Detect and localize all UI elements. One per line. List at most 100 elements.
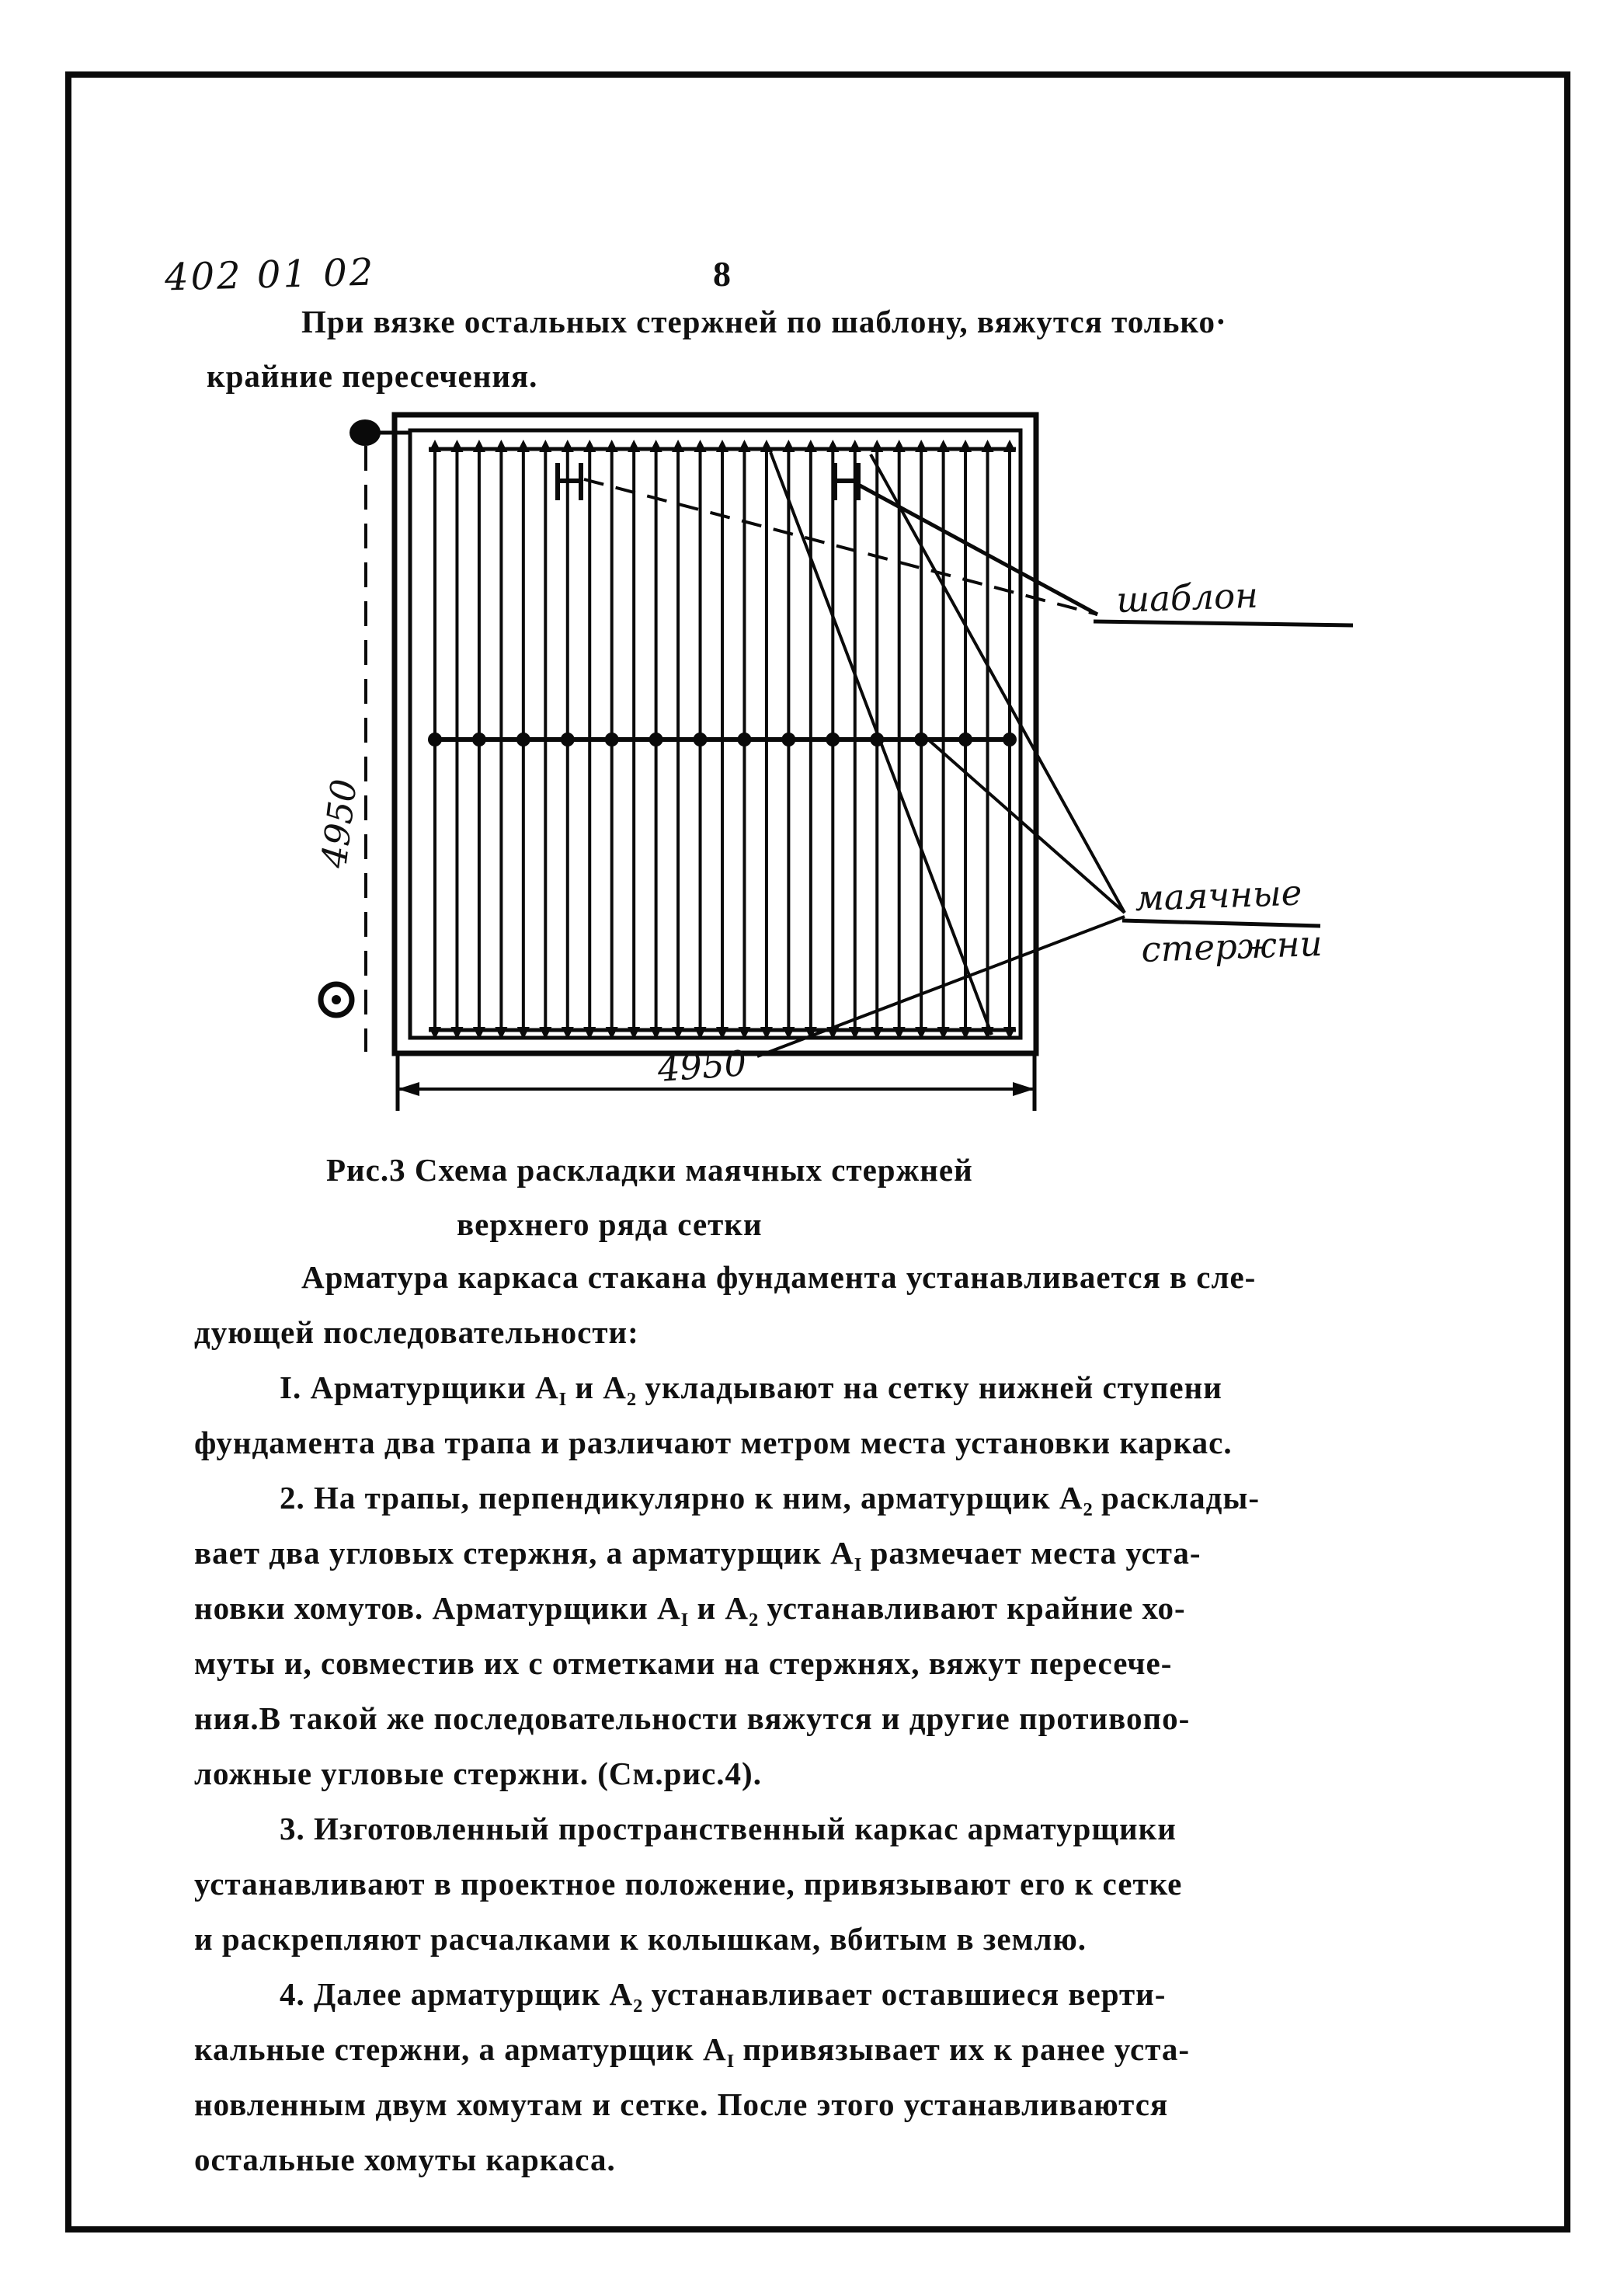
body-line: I. Арматурщики АI и А2 укладывают на сет… — [280, 1369, 1222, 1411]
template-leader-solid — [858, 483, 1099, 617]
mesh-frame-outer — [391, 412, 1039, 1056]
beacon-leader-steep — [869, 454, 1126, 914]
template-label: шаблон — [1116, 575, 1259, 621]
rebar-bars — [428, 440, 1017, 1039]
bar-bottom-arrow — [738, 1027, 751, 1039]
dimension-vertical-value: 4950 — [313, 777, 365, 871]
beacon-label-underline — [1121, 918, 1321, 928]
beacon-leader-low — [756, 915, 1125, 1058]
bar-top-arrow — [628, 440, 641, 452]
bar-bottom-arrow — [782, 1027, 795, 1039]
body-line: вает два угловых стержня, а арматурщик А… — [194, 1535, 1201, 1576]
bar-top-arrow — [738, 440, 751, 452]
body-line: дующей последовательности: — [194, 1314, 639, 1350]
bar-top-arrow — [915, 440, 928, 452]
dimension-arrow-left — [398, 1082, 419, 1096]
diagonal-bar-line — [769, 451, 993, 1035]
beacon-tie-dot — [737, 733, 752, 746]
bar-top-arrow — [649, 440, 662, 452]
bar-top-arrow — [429, 440, 441, 452]
bar-top-arrow — [892, 440, 906, 452]
bar-bottom-arrow — [716, 1027, 729, 1039]
beacon-tie-dot — [958, 733, 973, 746]
bar-bottom-arrow — [892, 1027, 906, 1039]
bar-bottom-arrow — [871, 1027, 884, 1039]
bar-bottom-arrow — [429, 1027, 441, 1039]
bar-top-arrow — [516, 440, 530, 452]
bar-bottom-arrow — [495, 1027, 508, 1039]
bar-bottom-arrow — [1003, 1027, 1016, 1039]
beacon-tie-dot — [471, 733, 486, 746]
beacon-leader-mid — [927, 738, 1126, 914]
body-line: 4. Далее арматурщик А2 устанавливает ост… — [280, 1976, 1167, 2017]
bar-bottom-arrow — [516, 1027, 530, 1039]
bar-bottom-arrow — [561, 1027, 574, 1039]
beacon-tie-dot — [428, 733, 442, 746]
bar-bottom-arrow — [539, 1027, 552, 1039]
bar-bottom-arrow — [583, 1027, 596, 1039]
body-line: фундамента два трапа и различают метром … — [194, 1425, 1233, 1460]
dimension-horizontal-value: 4950 — [656, 1042, 748, 1090]
beacon-tie-dot — [826, 733, 840, 746]
bar-bottom-arrow — [760, 1027, 773, 1039]
beacon-tie-dot — [914, 733, 929, 746]
bar-top-arrow — [672, 440, 685, 452]
dimension-arrow-right — [1013, 1082, 1035, 1096]
bar-top-arrow — [583, 440, 596, 452]
bar-top-arrow — [450, 440, 464, 452]
body-line: и раскрепляют расчалками к колышкам, вби… — [194, 1921, 1087, 1957]
intro-line-1: При вязке остальных стержней по шаблону,… — [301, 304, 1227, 339]
bar-top-arrow — [472, 440, 485, 452]
beacon-label-line-2: стержни — [1141, 923, 1323, 970]
bar-top-arrow — [871, 440, 884, 452]
bar-bottom-arrow — [628, 1027, 641, 1039]
beacon-tie-dot — [781, 733, 796, 746]
page-border — [65, 71, 1570, 2232]
mesh-frame-inner — [408, 428, 1023, 1040]
beacon-tie-dot — [516, 733, 530, 746]
body-line: новленным двум хомутам и сетке. После эт… — [194, 2086, 1169, 2122]
bar-bottom-arrow — [672, 1027, 685, 1039]
bar-top-arrow — [937, 440, 950, 452]
beacon-tie-dot — [1003, 733, 1017, 746]
bar-top-arrow — [605, 440, 618, 452]
body-line: новки хомутов. Арматурщики АI и А2 устан… — [194, 1590, 1186, 1631]
beacon-tie-dot — [604, 733, 619, 746]
bar-bottom-arrow — [649, 1027, 662, 1039]
body-line: Арматура каркаса стакана фундамента уста… — [301, 1259, 1257, 1295]
bar-bottom-arrow — [450, 1027, 464, 1039]
body-line: устанавливают в проектное положение, при… — [194, 1866, 1183, 1902]
beacon-tie-dot — [693, 733, 708, 746]
intro-line-2: крайние пересечения. — [207, 358, 538, 394]
bar-bottom-arrow — [804, 1027, 817, 1039]
body-line: остальные хомуты каркаса. — [194, 2142, 616, 2177]
figure-caption-line-2: верхнего ряда сетки — [457, 1206, 763, 1242]
body-line: ложные угловые стержни. (См.рис.4). — [194, 1756, 762, 1791]
bar-top-arrow — [826, 440, 840, 452]
bar-top-arrow — [782, 440, 795, 452]
bar-bottom-arrow — [848, 1027, 861, 1039]
bar-top-arrow — [959, 440, 972, 452]
bar-top-arrow — [495, 440, 508, 452]
beacon-tie-dot — [560, 733, 575, 746]
bar-top-arrow — [804, 440, 817, 452]
bar-top-arrow — [1003, 440, 1016, 452]
bar-top-arrow — [539, 440, 552, 452]
bar-bottom-arrow — [605, 1027, 618, 1039]
anchor-symbol-dot — [332, 995, 341, 1004]
body-line: 2. На трапы, перпендикулярно к ним, арма… — [280, 1480, 1261, 1521]
template-label-underline — [1093, 619, 1354, 628]
beacon-label-line-1: маячные — [1135, 872, 1303, 919]
body-line: кальные стержни, а арматурщик АI привязы… — [194, 2031, 1191, 2072]
body-line: ния.В такой же последовательности вяжутс… — [194, 1700, 1191, 1736]
bar-bottom-arrow — [959, 1027, 972, 1039]
bar-top-arrow — [981, 440, 994, 452]
figure-caption-line-1: Рис.3 Схема раскладки маячных стержней — [326, 1152, 973, 1188]
template-leader-dashed — [583, 478, 1098, 616]
template-symbol-left — [555, 463, 583, 500]
bar-top-arrow — [848, 440, 861, 452]
body-line: муты и, совместив их с отметками на стер… — [194, 1645, 1173, 1681]
bar-top-arrow — [716, 440, 729, 452]
